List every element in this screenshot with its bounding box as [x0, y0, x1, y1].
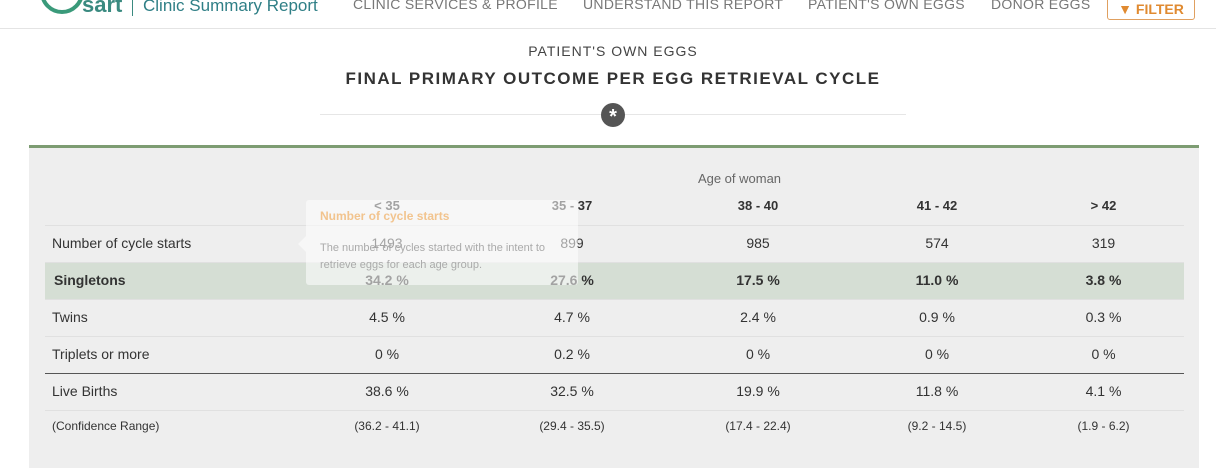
nav-item[interactable]: PATIENT'S OWN EGGS	[808, 0, 965, 12]
table-cell: (29.4 - 35.5)	[539, 418, 605, 433]
logo[interactable]: sart	[82, 0, 123, 17]
row-label: Number of cycle starts	[52, 234, 192, 251]
row	[45, 336, 1184, 374]
subtitle: PATIENT'S OWN EGGS	[528, 43, 698, 59]
row	[45, 299, 1184, 337]
table-cell: 0 %	[745, 345, 771, 362]
row	[45, 373, 1184, 411]
row	[45, 410, 1184, 446]
table-cell: 985	[746, 234, 770, 251]
row-label: Singletons	[54, 271, 126, 288]
table-cell: 2.4 %	[740, 308, 776, 325]
report-title: Clinic Summary Report	[132, 0, 318, 16]
table-cell: (1.9 - 6.2)	[1077, 418, 1130, 433]
tooltip: Number of cycle starts The number of cyc…	[298, 200, 578, 285]
nav-item[interactable]: UNDERSTAND THIS REPORT	[583, 0, 784, 12]
table-cell: 319	[1091, 234, 1116, 251]
table-cell: (9.2 - 14.5)	[907, 418, 967, 433]
row-label: Live Births	[52, 382, 118, 399]
logo-ring	[40, 0, 84, 14]
row-label: Twins	[52, 308, 88, 325]
table-cell: 0.2 %	[554, 345, 590, 362]
section-icon: *	[601, 103, 625, 128]
table-cell: 38.6 %	[365, 382, 409, 399]
row-label: (Confidence Range)	[52, 418, 160, 433]
column-header: > 42	[1090, 198, 1117, 213]
filter-button[interactable]: ▼ FILTER	[1107, 0, 1195, 20]
group-header: Age of woman	[697, 171, 782, 186]
table-cell: 32.5 %	[550, 382, 594, 399]
tooltip-text: The number of cycles started with the in…	[320, 242, 546, 271]
column-header: 41 - 42	[916, 198, 958, 213]
highlight-row	[45, 262, 1184, 300]
nav-item[interactable]: DONOR EGGS	[991, 0, 1091, 12]
tooltip-title: Number of cycle starts	[320, 209, 450, 223]
title: FINAL PRIMARY OUTCOME PER EGG RETRIEVAL …	[345, 69, 881, 88]
table-cell: 4.5 %	[369, 308, 405, 325]
table-cell: 3.8 %	[1085, 271, 1122, 288]
table-cell: 0 %	[924, 345, 950, 362]
table-cell: 0 %	[1091, 345, 1116, 362]
row	[45, 225, 1184, 263]
table-cell: 0.9 %	[919, 308, 955, 325]
table-cell: 4.7 %	[554, 308, 590, 325]
table-cell: 17.5 %	[736, 271, 780, 288]
table-cell: 11.0 %	[915, 271, 959, 288]
row-label: Triplets or more	[52, 345, 150, 362]
table-cell: 11.8 %	[915, 382, 959, 399]
nav-item[interactable]: CLINIC SERVICES & PROFILE	[353, 0, 558, 12]
filter-label: ▼	[1118, 1, 1136, 17]
table-cell: (36.2 - 41.1)	[354, 418, 420, 433]
table-cell: (17.4 - 22.4)	[725, 418, 791, 433]
table-cell: 4.1 %	[1085, 382, 1122, 399]
table-cell: 19.9 %	[736, 382, 780, 399]
table-cell: 0 %	[374, 345, 400, 362]
table-cell: 574	[925, 234, 949, 251]
table-cell: 0.3 %	[1085, 308, 1122, 325]
filter-text: FILTER	[1135, 1, 1184, 17]
header: sart Clinic Summary Report CLINIC SERVIC…	[0, 0, 1216, 29]
column-header: 38 - 40	[737, 198, 779, 213]
